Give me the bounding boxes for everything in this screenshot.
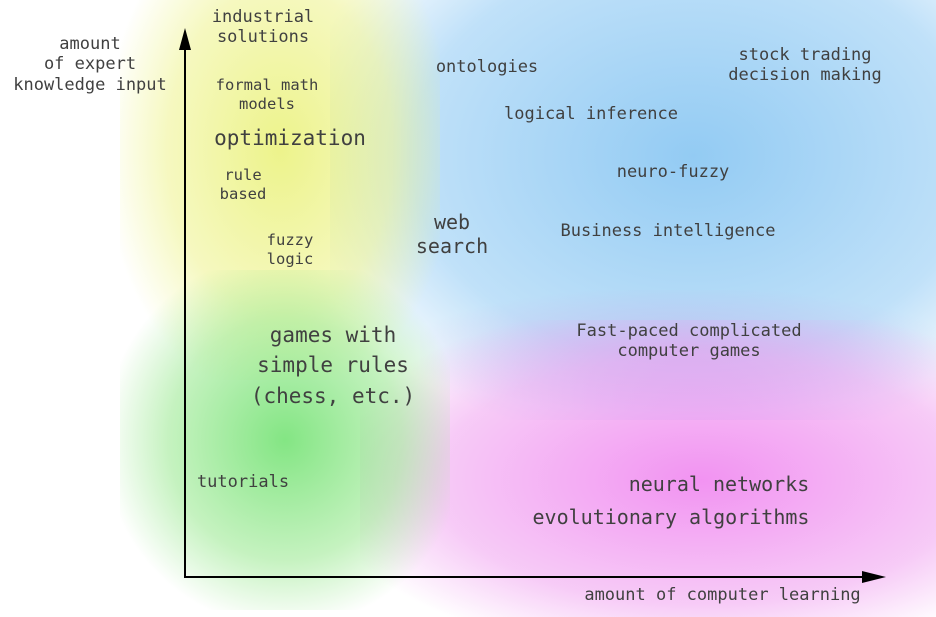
label-fast-paced-games: Fast-paced complicated computer games (576, 321, 802, 362)
label-ontologies: ontologies (435, 57, 539, 77)
label-fuzzy-logic: fuzzy logic (266, 231, 314, 268)
label-evolutionary-algorithms: evolutionary algorithms (532, 505, 810, 529)
label-neural-networks: neural networks (628, 472, 810, 496)
pure-learning-zone (360, 320, 936, 617)
simple-rules-zone (120, 270, 450, 610)
label-neuro-fuzzy: neuro-fuzzy (616, 162, 730, 182)
label-formal-math-models: formal math models (215, 76, 319, 113)
label-industrial-solutions: industrial solutions (211, 7, 315, 48)
label-web-search: web search (415, 210, 489, 258)
x-axis-arrowhead (862, 571, 886, 583)
y-axis-label: amount of expert knowledge input (13, 34, 167, 95)
label-optimization: optimization (214, 126, 366, 150)
x-axis-label: amount of computer learning (584, 585, 861, 605)
label-rule-based: rule based (219, 166, 267, 203)
y-axis-arrowhead (179, 28, 191, 50)
label-stock-trading: stock trading decision making (728, 45, 882, 86)
label-tutorials: tutorials (196, 472, 290, 492)
label-logical-inference: logical inference (504, 104, 678, 124)
label-games-simple-rules: games with simple rules (chess, etc.) (250, 323, 416, 408)
label-business-intelligence: Business intelligence (560, 221, 776, 241)
